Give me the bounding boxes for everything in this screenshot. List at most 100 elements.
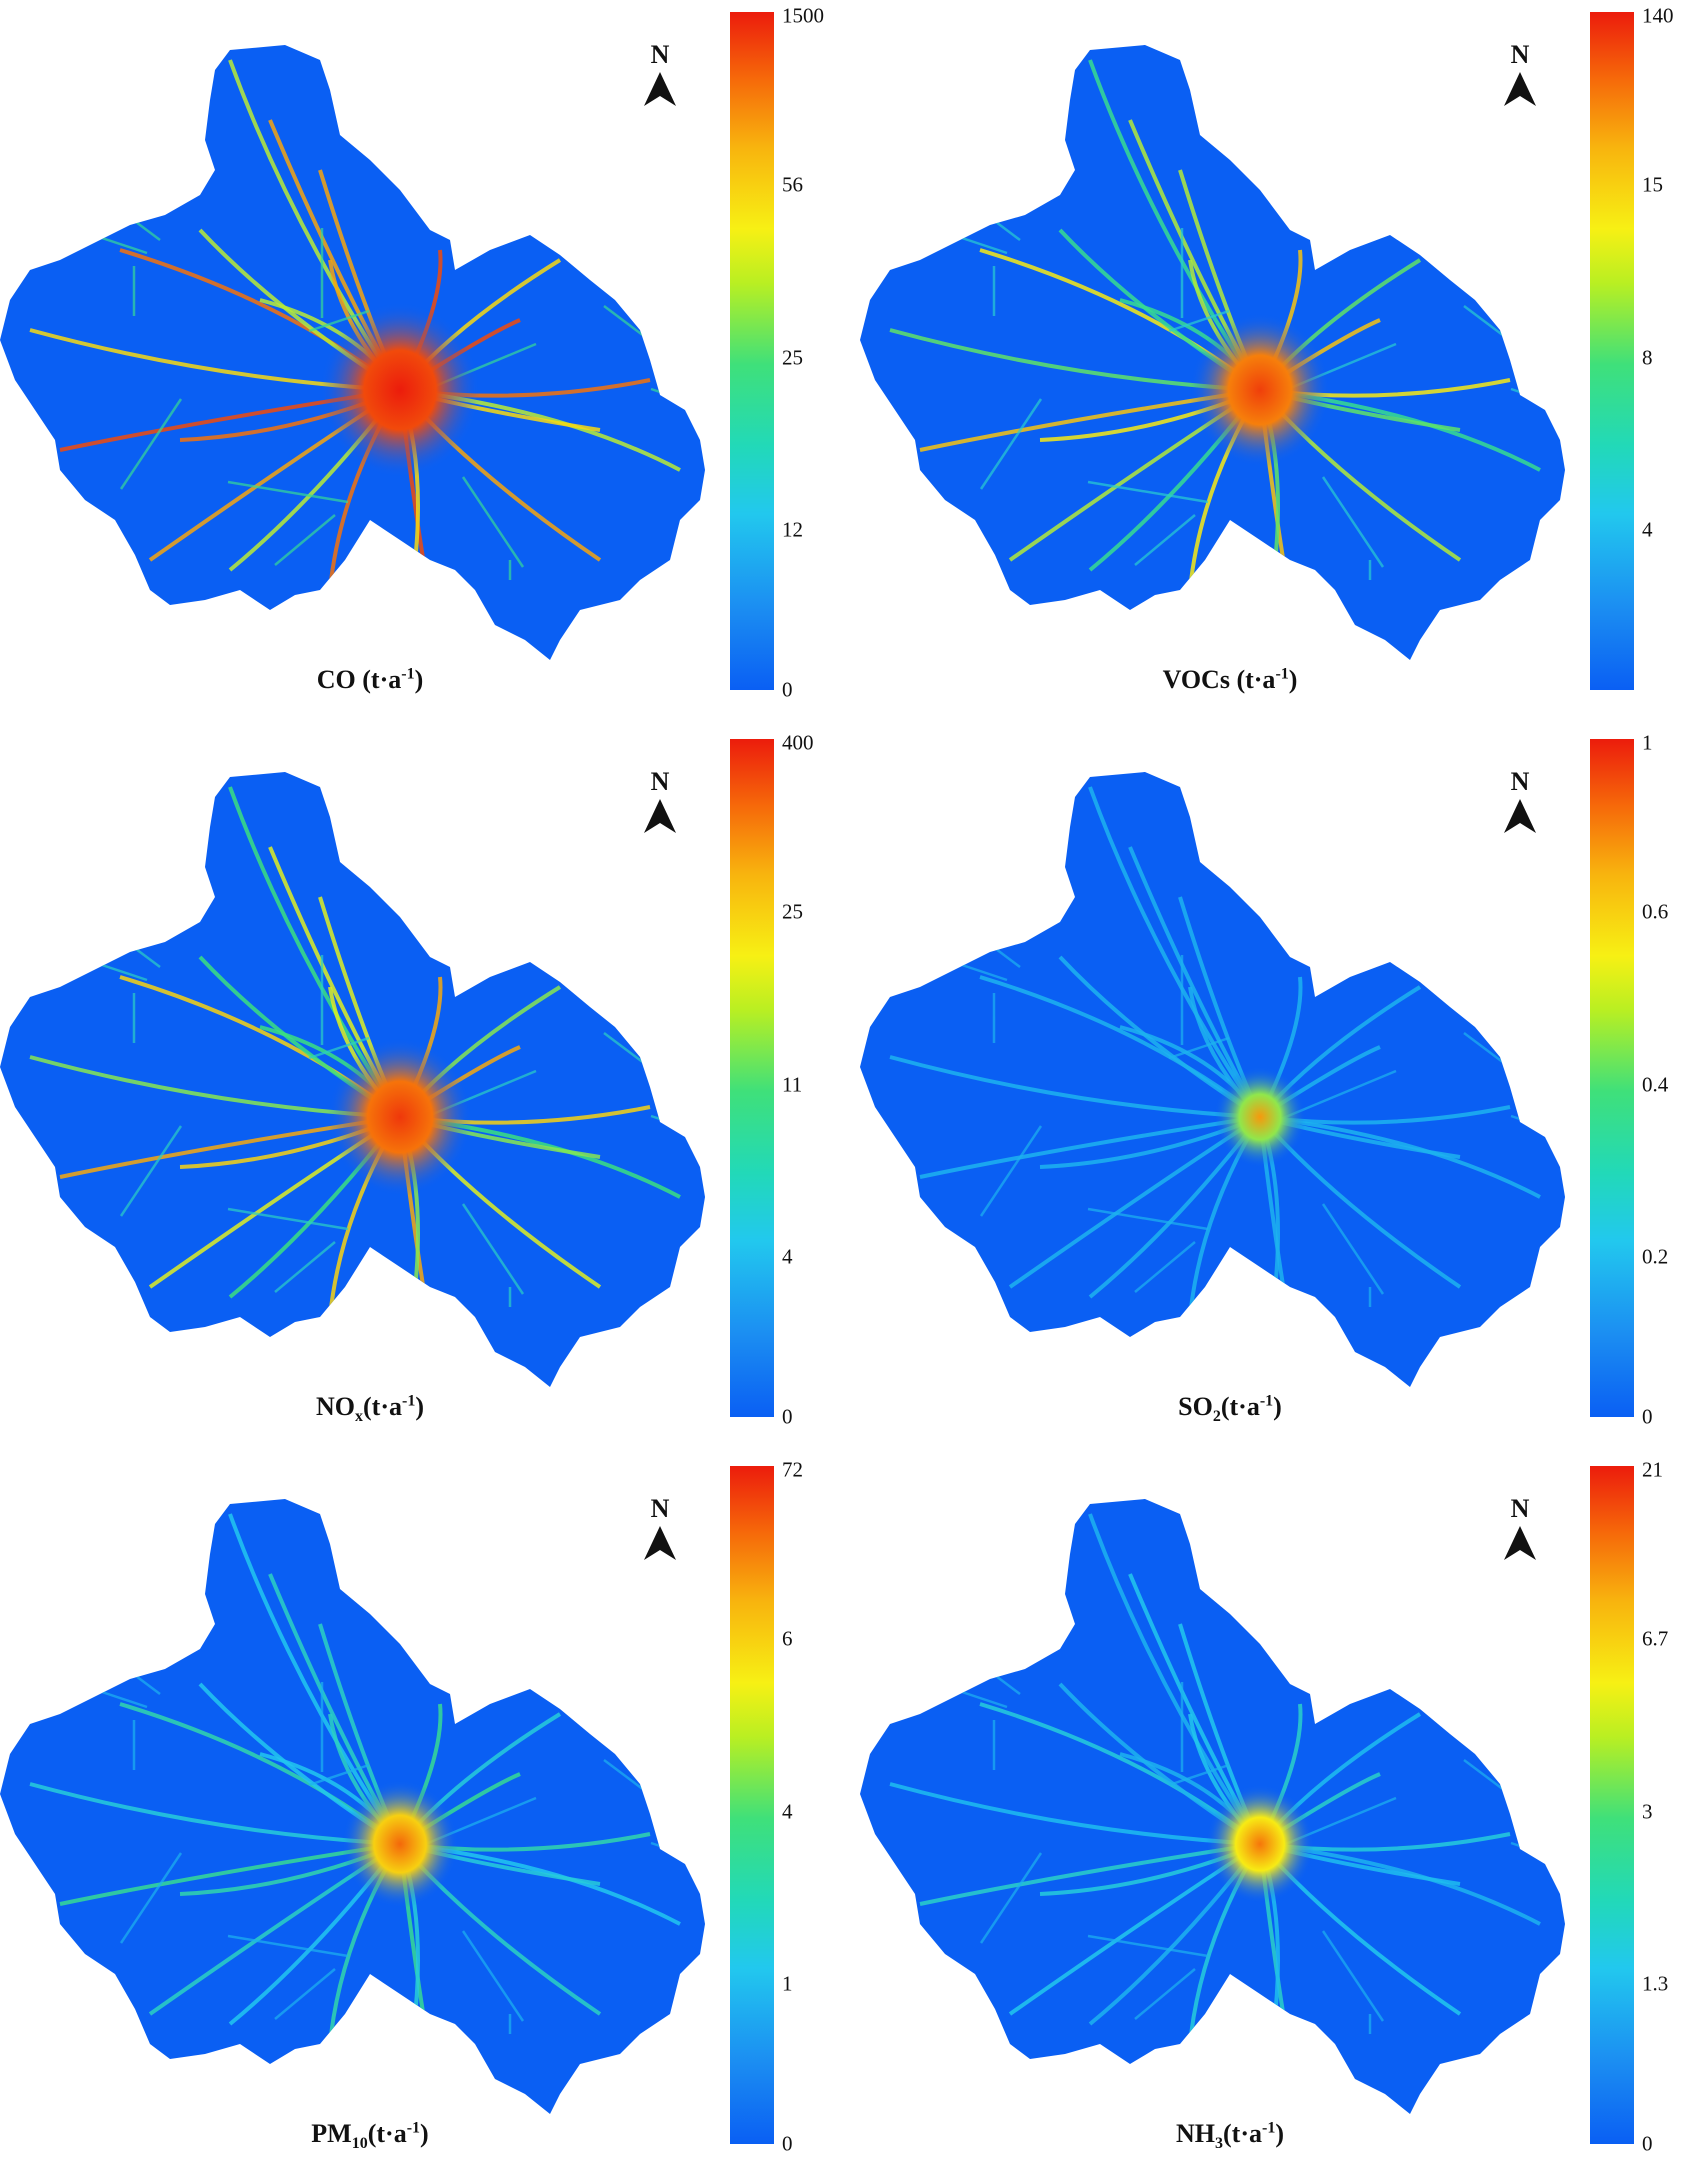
colorbar-tick-label: 0 <box>782 1404 793 1429</box>
road-line <box>274 1241 336 1293</box>
road-line <box>1134 1241 1196 1293</box>
road-line <box>1087 480 1209 504</box>
north-label: N <box>1510 767 1530 796</box>
colorbar-tick-label: 15 <box>1642 172 1663 197</box>
road-line <box>227 1934 349 1958</box>
colorbar-tick-label: 140 <box>1642 3 1674 28</box>
road-line <box>461 476 525 568</box>
urban-hotspot <box>320 302 480 478</box>
colorbar-tick-label: 4 <box>1642 517 1653 542</box>
road-line <box>1321 1930 1385 2022</box>
road-network <box>889 1513 1565 2055</box>
road-line <box>1356 899 1418 951</box>
colorbar-tick-label: 11 <box>782 1072 803 1097</box>
road-line <box>496 172 558 224</box>
colorbar-tick-label: 0 <box>782 2131 793 2156</box>
region-map <box>860 1499 1565 2114</box>
road-line <box>1168 1763 1230 1787</box>
road-line <box>461 1930 525 2022</box>
region-map <box>860 772 1565 1387</box>
colorbar <box>1590 12 1634 690</box>
map-panel: N 1500 56 25 12 0 CO (t·a-1) <box>0 0 846 727</box>
colorbar <box>1590 1466 1634 2144</box>
panel-caption: PM10(t·a-1) <box>311 2119 429 2153</box>
road-network <box>889 59 1565 601</box>
arrow-icon <box>644 1526 676 1560</box>
road-line <box>274 514 336 566</box>
map-panel: N 1 0.6 0.4 0.2 0 SO2(t·a-1) <box>860 727 1693 1454</box>
road-line <box>1321 1203 1385 1295</box>
colorbar-tick-label: 1.3 <box>1642 1971 1669 1996</box>
road-line <box>119 398 183 490</box>
road-line <box>899 149 1021 241</box>
road-line <box>979 398 1043 490</box>
colorbar-tick-label: 25 <box>782 899 803 924</box>
road-line <box>227 480 349 504</box>
colorbar <box>730 12 774 690</box>
colorbar <box>1590 739 1634 1417</box>
region-map <box>0 772 705 1387</box>
road-line <box>919 1115 1261 1179</box>
colorbar-tick-label: 1 <box>782 1971 793 1996</box>
road-line <box>1134 1968 1196 2020</box>
urban-hotspot <box>342 1780 458 1908</box>
arrow-icon <box>1504 1526 1536 1560</box>
colorbar-tick-label: 0.4 <box>1642 1072 1669 1097</box>
colorbar-tick-label: 4 <box>782 1244 793 1269</box>
region-outline <box>0 1499 705 2114</box>
road-line <box>496 899 558 951</box>
road-line <box>1087 1207 1209 1231</box>
arrow-icon <box>1504 799 1536 833</box>
road-line <box>461 1203 525 1295</box>
road-line <box>39 876 161 968</box>
road-line <box>1168 309 1230 333</box>
road-line <box>1088 786 1262 1119</box>
region-map <box>0 45 705 660</box>
panel-caption: NH3(t·a-1) <box>1176 2119 1284 2153</box>
colorbar-tick-label: 12 <box>782 517 803 542</box>
north-label: N <box>650 767 670 796</box>
north-label: N <box>650 40 670 69</box>
colorbar-tick-label: 3 <box>1642 1799 1653 1824</box>
road-line <box>1087 1934 1209 1958</box>
map-panel: N 72 6 4 1 0 PM10(t·a-1) <box>0 1454 846 2181</box>
colorbar-tick-label: 4 <box>782 1799 793 1824</box>
colorbar-tick-label: 0.2 <box>1642 1244 1669 1269</box>
road-line <box>39 149 161 241</box>
map-panel: N 21 6.7 3 1.3 0 NH3(t·a-1) <box>860 1454 1693 2181</box>
colorbar-tick-label: 6.7 <box>1642 1626 1669 1651</box>
north-arrow-icon: N <box>640 40 680 110</box>
map-panel: N 140 15 8 4 VOCs (t·a-1) <box>860 0 1693 727</box>
map-panel: N 400 25 11 4 0 NOx(t·a-1) <box>0 727 846 1454</box>
colorbar-tick-label: 72 <box>782 1457 803 1482</box>
colorbar-tick-label: 25 <box>782 345 803 370</box>
region-outline <box>860 1499 1565 2114</box>
region-map <box>860 45 1565 660</box>
north-label: N <box>650 1494 670 1523</box>
urban-hotspot <box>1206 1784 1314 1904</box>
urban-hotspot <box>328 1037 472 1197</box>
road-line <box>1356 1626 1418 1678</box>
road-line <box>899 876 1021 968</box>
road-line <box>889 1055 1261 1119</box>
colorbar-tick-label: 8 <box>1642 345 1653 370</box>
colorbar <box>730 739 774 1417</box>
north-label: N <box>1510 1494 1530 1523</box>
road-network <box>29 59 705 601</box>
colorbar-tick-label: 56 <box>782 172 803 197</box>
north-label: N <box>1510 40 1530 69</box>
road-line <box>119 1125 183 1217</box>
north-arrow-icon: N <box>1500 767 1540 837</box>
urban-hotspot <box>1214 1066 1306 1168</box>
road-line <box>119 1852 183 1944</box>
road-network <box>29 1513 705 2055</box>
arrow-icon <box>1504 72 1536 106</box>
colorbar-tick-label: 0 <box>1642 2131 1653 2156</box>
arrow-icon <box>644 799 676 833</box>
urban-hotspot <box>1190 313 1330 467</box>
colorbar-tick-label: 21 <box>1642 1457 1663 1482</box>
panel-caption: SO2(t·a-1) <box>1178 1392 1282 1426</box>
north-arrow-icon: N <box>640 767 680 837</box>
road-network <box>29 786 705 1328</box>
region-map <box>0 1499 705 2114</box>
